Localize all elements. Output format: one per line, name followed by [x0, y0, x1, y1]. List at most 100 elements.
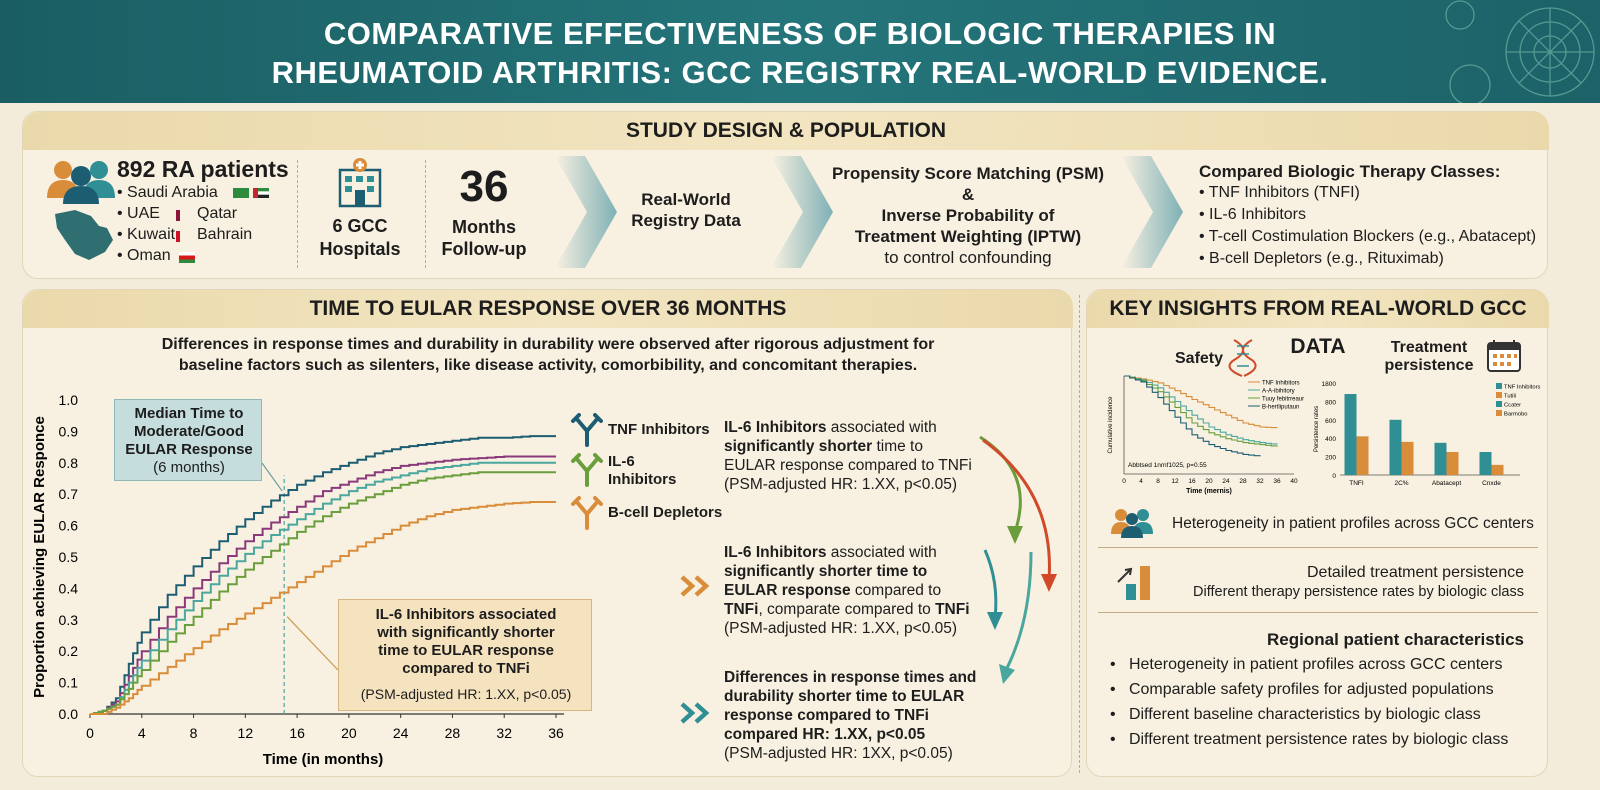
safety-series-0 [1124, 375, 1278, 429]
persistence-chart: 1800 800 600 400 200 0 Persistence rates TNFI 2C… [1314, 381, 1541, 487]
antibody-icon [571, 496, 603, 530]
followup-label: Follow-up [441, 239, 527, 259]
persist-legend-swatch [1496, 401, 1502, 407]
median-line: (6 months) [153, 459, 225, 476]
map-icon [55, 210, 113, 260]
persist-bar [1446, 452, 1459, 475]
il6-line: IL-6 Inhibitors associated [375, 606, 557, 623]
persist-legend-swatch [1496, 383, 1502, 389]
header-banner: COMPARATIVE EFFECTIVENESS OF BIOLOGIC TH… [0, 0, 1600, 103]
persist-y-label: Persistence rates [1314, 406, 1320, 452]
series-line-2 [90, 461, 556, 715]
legend-bcell: B-cell Depletors [608, 504, 723, 521]
safety-annotation: Abbtsed 1nrnf1025, p=0.55 [1128, 462, 1207, 469]
median-pointer [261, 462, 283, 492]
safety-x-tick: 0 [1122, 478, 1126, 485]
divider [297, 160, 298, 268]
months-number: 36 [459, 162, 509, 211]
flag-bahrain-icon [176, 231, 180, 242]
antibody-icon [571, 453, 603, 487]
eular-title: TIME TO EULAR RESPONSE OVER 36 MONTHS [23, 290, 1073, 328]
class-item: • T-cell Costimulation Blockers (e.g., A… [1199, 228, 1537, 245]
persist-y-tick: 600 [1325, 418, 1336, 425]
insight-persistence-title: Detailed treatment persistence [1307, 564, 1524, 581]
median-callout: Median Time to Moderate/Good EULAR Respo… [114, 399, 262, 481]
safety-series-2 [1124, 375, 1278, 447]
legend-tnf: TNF Inhibitors [608, 421, 710, 438]
bar-chart-icon [1117, 566, 1150, 600]
flags-icon [233, 188, 269, 198]
x-tick-label: 32 [496, 725, 512, 741]
hospital-icon [338, 158, 382, 208]
persist-y-tick: 0 [1332, 473, 1336, 480]
safety-x-tick: 8 [1156, 478, 1160, 485]
persist-bar [1401, 441, 1414, 475]
y-axis-label: Proportion achieving EULAR Responce [31, 416, 48, 698]
x-tick-label: 0 [86, 725, 94, 741]
series-line-0 [90, 435, 556, 715]
legend-il6: IL-6 [608, 453, 635, 470]
class-item: • TNF Inhibitors (TNFI) [1199, 184, 1360, 201]
persistence-label1: Treatment [1390, 339, 1468, 356]
persist-category-label: Abatacept [1432, 480, 1461, 487]
safety-x-tick: 12 [1171, 478, 1179, 485]
psm-line2: & [961, 185, 975, 204]
regional-title: Regional patient characteristics [1267, 630, 1524, 649]
persist-category-label: Cnxde [1482, 480, 1501, 487]
persist-category-label: 2C% [1394, 480, 1408, 487]
title-line-1: COMPARATIVE EFFECTIVENESS OF BIOLOGIC TH… [323, 16, 1277, 51]
safety-x-tick: 28 [1239, 478, 1247, 485]
safety-y-label: Cumulative incidence [1108, 396, 1114, 454]
insight-heterogeneity: Heterogeneity in patient profiles across… [1172, 515, 1534, 532]
il6-note: (PSM-adjusted HR: 1.XX, p<0.05) [360, 686, 572, 702]
registry-line1: Real-World [641, 190, 731, 209]
safety-legend-label: B-hertliputaun [1262, 405, 1299, 411]
y-tick-label: 0.6 [59, 518, 79, 534]
finding2: IL-6 Inhibitors associated with signific… [724, 544, 970, 637]
divider [1079, 295, 1080, 773]
x-tick-label: 8 [190, 725, 198, 741]
persist-y-tick: 800 [1325, 399, 1336, 406]
persistence-label2: persistence [1384, 357, 1474, 374]
il6-line: time to EULAR response [378, 642, 554, 659]
persist-legend-label: Tutili [1504, 394, 1516, 400]
x-tick-label: 12 [238, 725, 254, 741]
hospitals-count: 6 GCC [332, 216, 388, 236]
safety-legend-label: Tuuy febitrreaurs [1262, 397, 1304, 403]
country-qatar: Qatar [197, 205, 238, 222]
chevron-arrow-icon [771, 156, 833, 268]
safety-x-tick: 16 [1188, 478, 1196, 485]
country-saudi: • Saudi Arabia [117, 184, 218, 201]
y-tick-label: 0.7 [59, 486, 79, 502]
regional-item: • Heterogeneity in patient profiles acro… [1110, 656, 1503, 673]
finding3: Differences in response times and durabi… [724, 669, 977, 762]
persist-legend-label: TNF Inhibitors [1504, 385, 1541, 391]
x-tick-label: 16 [289, 725, 305, 741]
class-item: • B-cell Depletors (e.g., Rituximab) [1199, 250, 1444, 267]
regional-item: • Comparable safety profiles for adjuste… [1110, 681, 1494, 698]
finding1: IL-6 Inhibitors associated with signific… [724, 419, 972, 493]
safety-x-label: Time (mernis) [1186, 488, 1232, 495]
persist-y-tick: 400 [1325, 436, 1336, 443]
y-tick-label: 0.8 [59, 455, 79, 471]
y-tick-label: 0.5 [59, 549, 79, 565]
y-tick-label: 0.2 [59, 643, 79, 659]
y-tick-label: 0.0 [59, 706, 79, 722]
compared-title: Compared Biologic Therapy Classes: [1199, 162, 1501, 181]
curved-arrows-icon [979, 435, 1057, 684]
persist-category-label: TNFI [1349, 480, 1364, 487]
eular-response-chart: 0.0 0.1 0.2 0.3 0.4 0.5 0.6 0.7 0.8 0.9 1.0 0 4 8 12 16… [31, 392, 564, 768]
y-tick-label: 1.0 [59, 392, 79, 408]
il6-line: compared to TNFi [402, 660, 530, 677]
chevron-arrow-icon [1121, 156, 1183, 268]
dna-icon [1228, 339, 1257, 377]
safety-x-tick: 36 [1273, 478, 1281, 485]
study-design-panel: STUDY DESIGN & POPULATION 892 RA patient… [22, 111, 1549, 279]
psm-line4: Treatment Weighting (IPTW) [854, 227, 1082, 246]
y-tick-label: 0.1 [59, 675, 79, 691]
persist-bar [1434, 442, 1447, 475]
safety-legend-label: TNF Inhibitors [1262, 381, 1300, 387]
safety-chart: 0 4 8 12 16 20 24 28 32 36 40 Time (mernis) Cumulati… [1108, 375, 1304, 495]
y-tick-label: 0.9 [59, 423, 79, 439]
x-axis-label: Time (in months) [263, 751, 384, 768]
